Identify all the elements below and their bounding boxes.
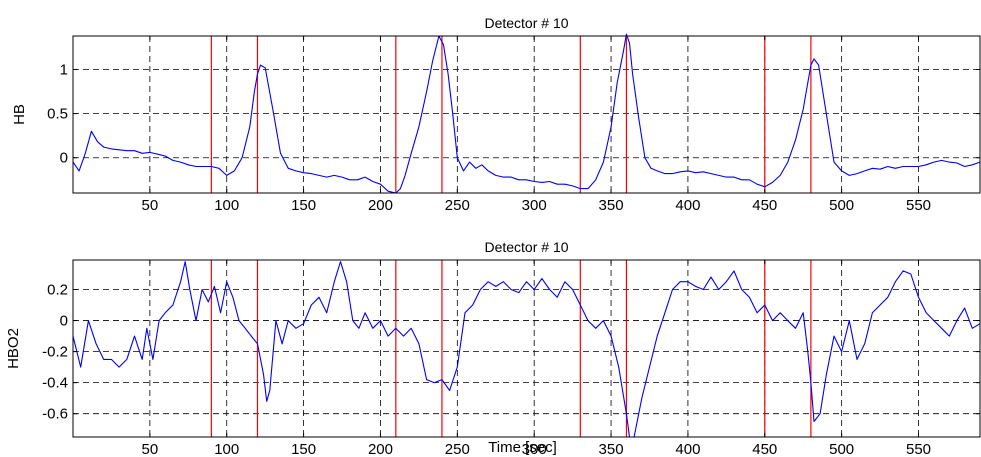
hb-series-line	[72, 33, 981, 194]
x-tick-label: 300	[522, 441, 547, 457]
x-tick-label: 400	[675, 441, 700, 457]
y-tick-label: -0.4	[42, 375, 68, 392]
y-tick-label: -0.6	[42, 406, 68, 423]
hbo2-plot: 50 100 150 200 250 300 350 400 450 500 550 -0.6 -0.4…	[5, 239, 981, 457]
y-tick-label: 0.5	[47, 106, 68, 123]
x-tick-label: 150	[291, 441, 316, 457]
x-axis-label: Time [sec]	[488, 439, 557, 456]
x-tick-label: 550	[906, 197, 931, 214]
x-tick-label: 100	[214, 441, 239, 457]
x-tick-label: 300	[522, 197, 547, 214]
x-tick-label: 50	[142, 197, 159, 214]
x-tick-label: 550	[906, 441, 931, 457]
x-tick-label: 100	[214, 197, 239, 214]
x-tick-label: 200	[368, 197, 393, 214]
x-tick-label: 250	[445, 197, 470, 214]
y-tick-label: 0	[60, 313, 68, 330]
hbo2-series-line	[72, 261, 981, 438]
x-tick-label: 350	[599, 197, 624, 214]
y-axis-label: HBO2	[5, 328, 22, 369]
y-tick-label: 0.2	[47, 282, 68, 299]
x-tick-label: 50	[142, 441, 159, 457]
x-tick-label: 150	[291, 197, 316, 214]
y-tick-label: 1	[60, 62, 68, 79]
chart-title: Detector # 10	[484, 15, 568, 31]
plot-area	[73, 36, 980, 193]
axes-frame	[72, 35, 981, 194]
x-tick-label: 450	[752, 197, 777, 214]
x-tick-label: 250	[445, 441, 470, 457]
x-tick-label: 400	[675, 197, 700, 214]
hb-plot: 50 100 150 200 250 300 350 400 450 500 550 0 0.5 1 Det…	[11, 15, 981, 214]
x-tick-label: 500	[829, 197, 854, 214]
axes-frame	[72, 259, 981, 438]
chart-title: Detector # 10	[484, 239, 568, 255]
x-tick-label: 500	[829, 441, 854, 457]
y-tick-label: -0.2	[42, 344, 68, 361]
x-tick-label: 450	[752, 441, 777, 457]
x-tick-label: 200	[368, 441, 393, 457]
x-tick-label: 350	[599, 441, 624, 457]
plot-area	[73, 260, 980, 437]
y-axis-label: HB	[11, 104, 28, 125]
y-tick-label: 0	[60, 150, 68, 167]
